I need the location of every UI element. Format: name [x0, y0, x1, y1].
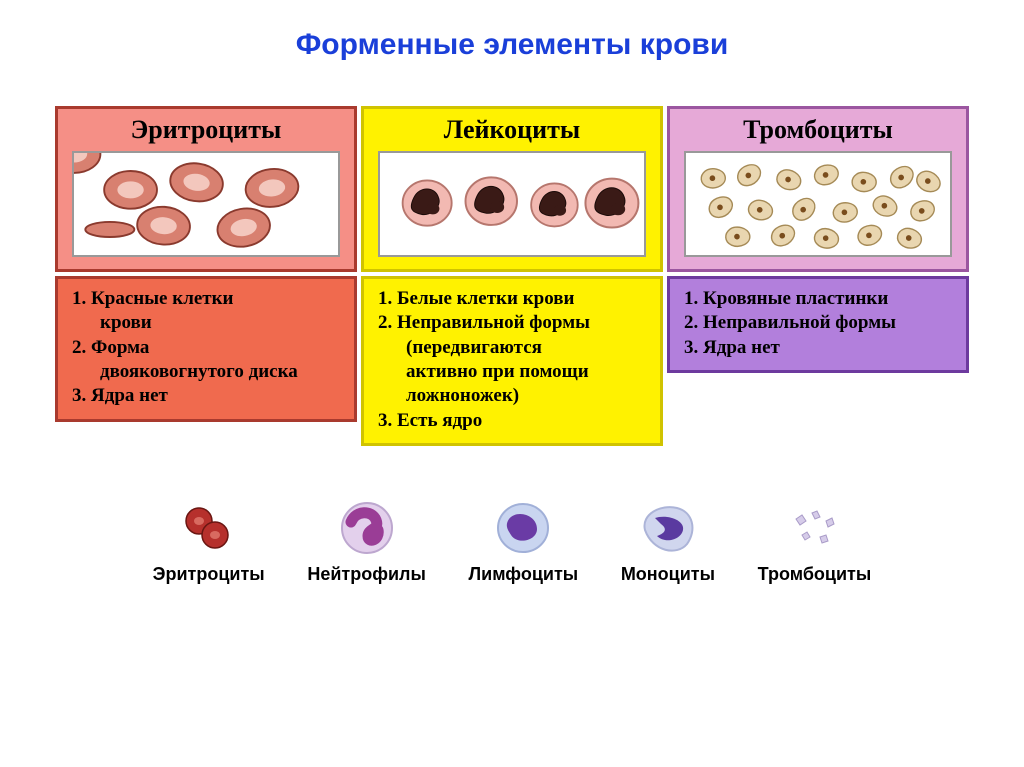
header-leukocytes: Лейкоциты: [361, 106, 663, 272]
legend-thr-icon: [758, 500, 872, 556]
prop-line: крови: [100, 311, 346, 335]
cells-ery-svg: [74, 153, 338, 255]
header-label-thrombocytes: Тромбоциты: [676, 115, 960, 145]
prop-line: 1. Белые клетки крови: [392, 287, 652, 311]
prop-line: (передвигаются: [406, 336, 652, 360]
legend-monocytes: Моноциты: [621, 500, 715, 585]
prop-line: 1. Красные клетки: [86, 287, 346, 311]
header-erythrocytes: Эритроциты: [55, 106, 357, 272]
prop-line: ложноножек): [406, 384, 652, 408]
prop-line: 3. Есть ядро: [392, 409, 652, 433]
col-thrombocytes: Тромбоциты: [667, 106, 969, 446]
header-label-leukocytes: Лейкоциты: [370, 115, 654, 145]
legend-label: Эритроциты: [153, 564, 265, 585]
page-title: Форменные элементы крови: [40, 28, 984, 62]
legend-neu-icon: [307, 500, 426, 556]
legend-row: Эритроциты Нейтрофилы Лимфоциты Моноциты: [40, 500, 984, 585]
col-erythrocytes: Эритроциты 1. Красные клетки: [55, 106, 357, 446]
prop-line: двояковогнутого диска: [100, 360, 346, 384]
legend-ery-icon: [153, 500, 265, 556]
props-leukocytes: 1. Белые клетки крови 2. Неправильной фо…: [361, 276, 663, 446]
header-thrombocytes: Тромбоциты: [667, 106, 969, 272]
legend-label: Тромбоциты: [758, 564, 872, 585]
legend-thrombocytes: Тромбоциты: [758, 500, 872, 585]
cells-thr-svg: [686, 153, 950, 255]
cellwindow-leukocytes: [378, 151, 646, 257]
col-leukocytes: Лейкоциты 1. Б: [361, 106, 663, 446]
columns-row: Эритроциты 1. Красные клетки: [40, 106, 984, 446]
prop-line: 1. Кровяные пластинки: [698, 287, 958, 311]
cellwindow-thrombocytes: [684, 151, 952, 257]
cellwindow-erythrocytes: [72, 151, 340, 257]
prop-line: 3. Ядра нет: [86, 384, 346, 408]
prop-line: 2. Неправильной формы: [698, 311, 958, 335]
legend-mon-icon: [621, 500, 715, 556]
legend-label: Лимфоциты: [469, 564, 579, 585]
legend-lymphocytes: Лимфоциты: [469, 500, 579, 585]
cells-leu-svg: [380, 153, 644, 255]
legend-lym-icon: [469, 500, 579, 556]
prop-line: 2. Форма: [86, 336, 346, 360]
prop-line: 2. Неправильной формы: [392, 311, 652, 335]
prop-line: 3. Ядра нет: [698, 336, 958, 360]
legend-label: Моноциты: [621, 564, 715, 585]
props-erythrocytes: 1. Красные клетки крови 2. Форма двояков…: [55, 276, 357, 422]
header-label-erythrocytes: Эритроциты: [64, 115, 348, 145]
prop-line: активно при помощи: [406, 360, 652, 384]
legend-erythrocytes: Эритроциты: [153, 500, 265, 585]
legend-label: Нейтрофилы: [307, 564, 426, 585]
legend-neutrophils: Нейтрофилы: [307, 500, 426, 585]
props-thrombocytes: 1. Кровяные пластинки 2. Неправильной фо…: [667, 276, 969, 373]
